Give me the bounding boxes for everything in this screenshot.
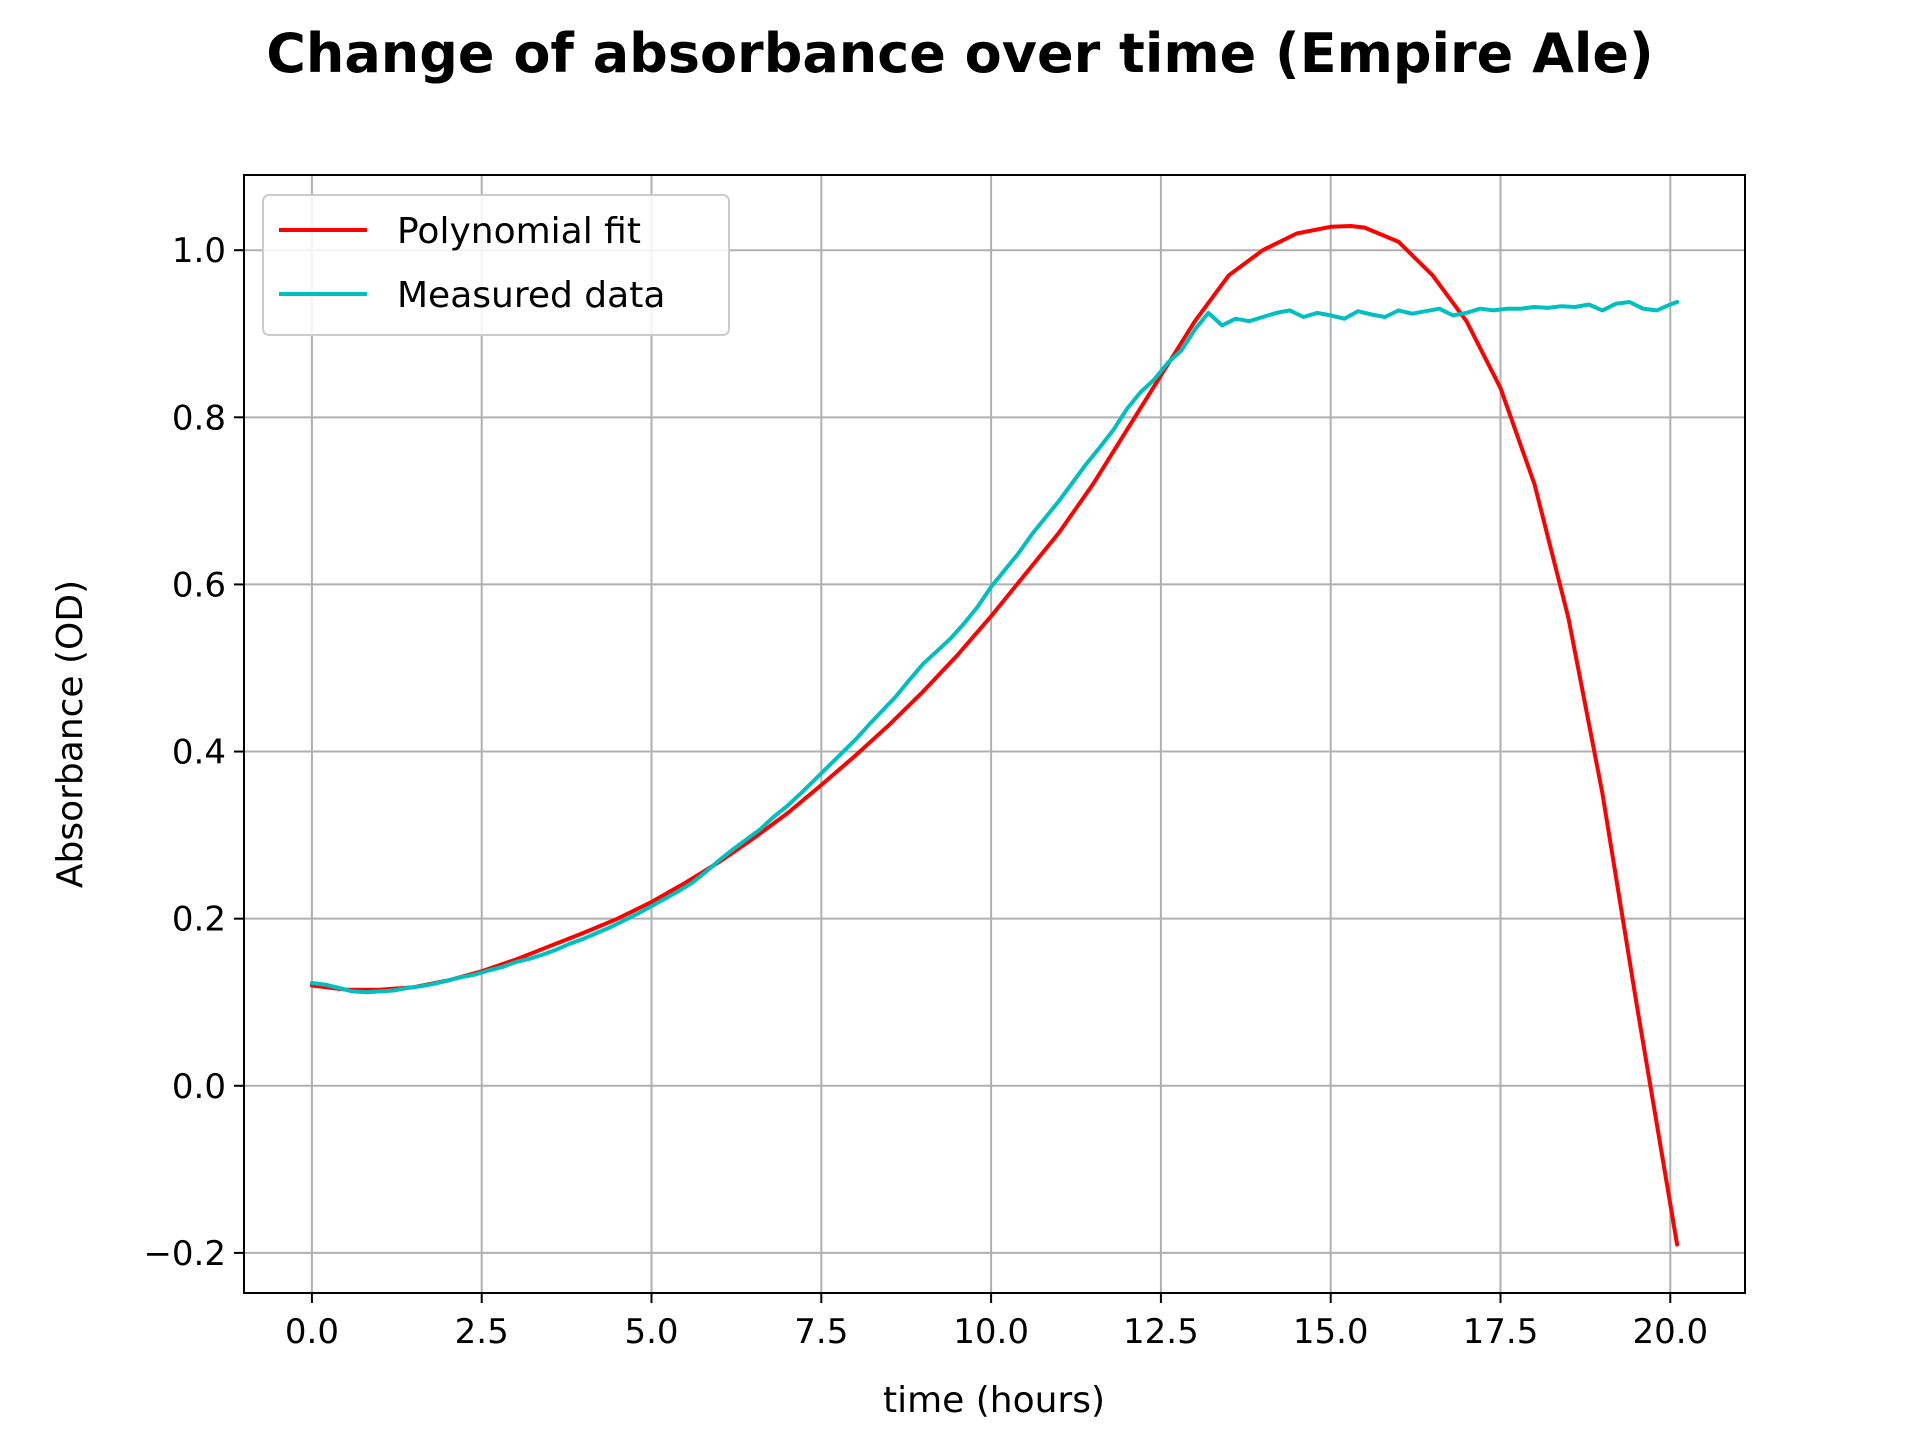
x-tick-label: 15.0 bbox=[1293, 1312, 1369, 1352]
series-line-polynomial-fit bbox=[309, 224, 1680, 1247]
y-tick-label: 0.6 bbox=[172, 565, 226, 605]
y-tick-label: 0.2 bbox=[172, 900, 226, 940]
legend: Polynomial fit Measured data bbox=[262, 194, 730, 336]
y-tick-label: 0.4 bbox=[172, 733, 226, 773]
x-tick-label: 12.5 bbox=[1123, 1312, 1199, 1352]
series-layer bbox=[309, 224, 1680, 1247]
x-tick-label: 0.0 bbox=[285, 1312, 339, 1352]
x-tick-label: 17.5 bbox=[1463, 1312, 1539, 1352]
y-axis-label: Absorbance (OD) bbox=[50, 580, 91, 888]
x-tick-label: 20.0 bbox=[1632, 1312, 1708, 1352]
axes bbox=[243, 174, 1746, 1294]
plot-background bbox=[244, 175, 1745, 1293]
y-tick-label: 0.8 bbox=[172, 398, 226, 438]
y-axis-ticks: −0.2 0.0 0.2 0.4 0.6 0.8 1.0 bbox=[143, 231, 244, 1274]
x-tick-label: 7.5 bbox=[794, 1312, 848, 1352]
series-line-measured-data bbox=[309, 300, 1680, 995]
legend-box bbox=[262, 194, 730, 336]
y-tick-label: 1.0 bbox=[172, 231, 226, 271]
legend-label-measured-data: Measured data bbox=[397, 275, 665, 316]
legend-label-polynomial-fit: Polynomial fit bbox=[397, 211, 641, 252]
x-tick-label: 2.5 bbox=[455, 1312, 509, 1352]
x-tick-label: 10.0 bbox=[953, 1312, 1029, 1352]
chart-title: Change of absorbance over time (Empire A… bbox=[266, 22, 1653, 85]
y-tick-label: 0.0 bbox=[172, 1067, 226, 1107]
x-axis-ticks: 0.0 2.5 5.0 7.5 10.0 12.5 15.0 17.5 20.0 bbox=[285, 1293, 1708, 1352]
plot-frame bbox=[243, 174, 1746, 1294]
x-axis-label: time (hours) bbox=[883, 1380, 1105, 1421]
x-tick-label: 5.0 bbox=[624, 1312, 678, 1352]
y-tick-label: −0.2 bbox=[143, 1234, 226, 1274]
